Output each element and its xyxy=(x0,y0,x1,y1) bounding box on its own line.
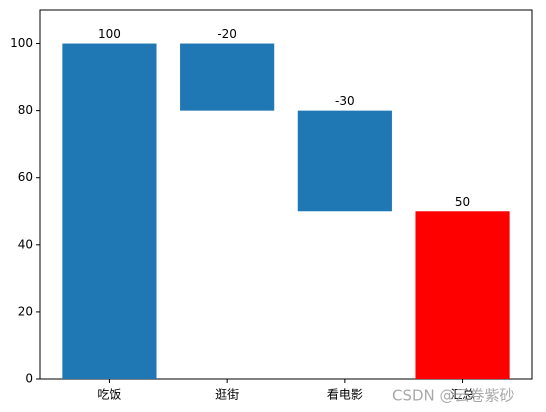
y-tick-label: 20 xyxy=(18,304,33,318)
watermark: CSDN @云卷紫砂 xyxy=(392,387,515,405)
x-tick-label: 看电影 xyxy=(327,388,363,402)
x-tick-label: 逛街 xyxy=(215,388,239,402)
value-label: 50 xyxy=(455,195,470,209)
value-label: -20 xyxy=(217,27,237,41)
bar xyxy=(62,43,157,379)
y-tick-label: 60 xyxy=(18,170,33,184)
x-tick-label: 汇总 xyxy=(451,388,475,402)
bar xyxy=(180,43,275,111)
y-tick-label: 80 xyxy=(18,103,33,117)
bar xyxy=(297,110,392,212)
y-tick-label: 40 xyxy=(18,237,33,251)
y-tick-label: 0 xyxy=(25,372,33,386)
plot-frame xyxy=(39,9,533,380)
value-label: 100 xyxy=(98,27,121,41)
bar xyxy=(415,211,510,379)
y-tick-label: 100 xyxy=(10,36,33,50)
x-tick-label: 吃饭 xyxy=(97,388,121,402)
value-label: -30 xyxy=(335,94,355,108)
